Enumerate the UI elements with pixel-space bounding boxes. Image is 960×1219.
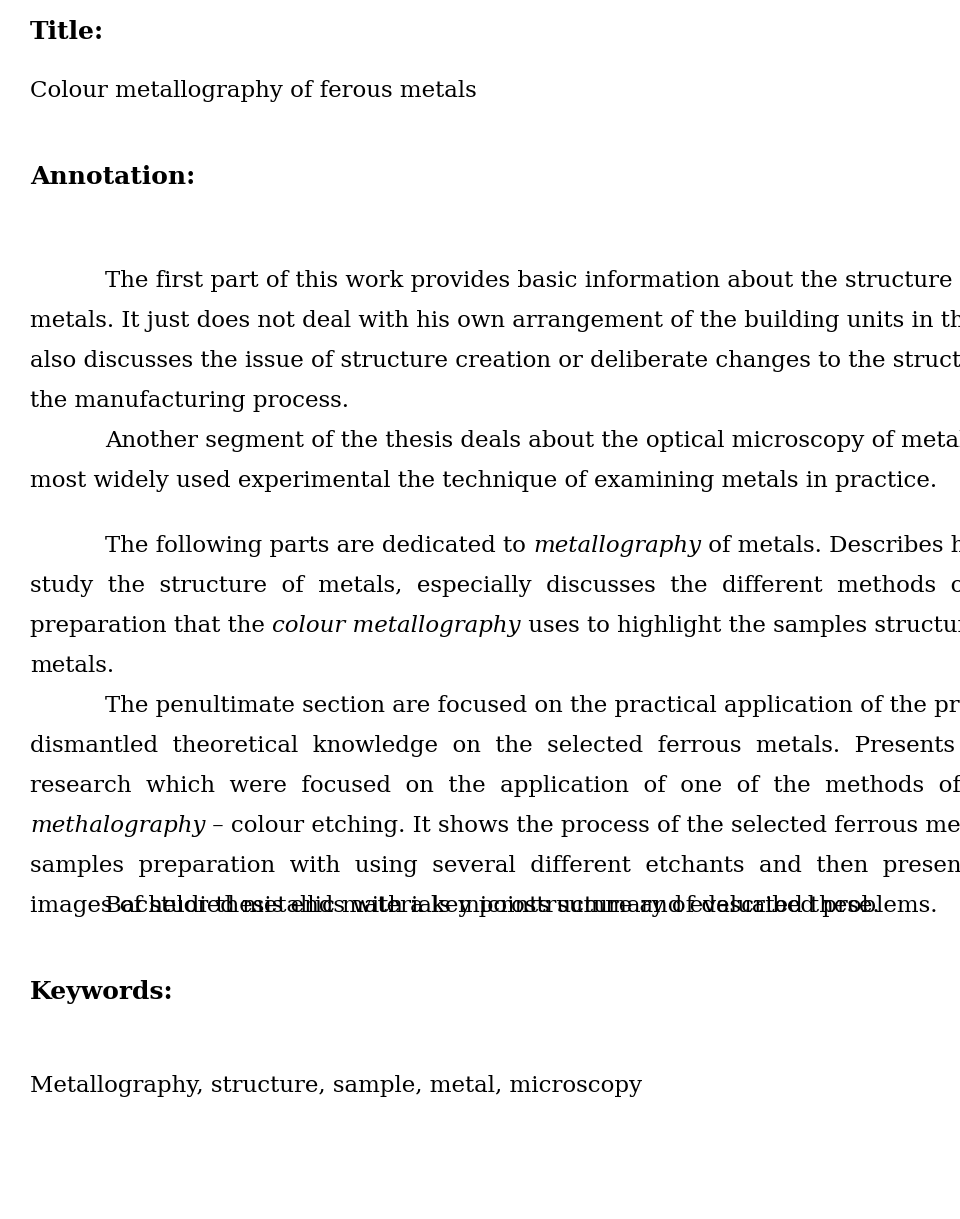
Text: metals. It just does not deal with his own arrangement of the building units in : metals. It just does not deal with his o…: [30, 310, 960, 332]
Text: images of studied metallic materials microstructure and evaluated these.: images of studied metallic materials mic…: [30, 895, 879, 917]
Text: most widely used experimental the technique of examining metals in practice.: most widely used experimental the techni…: [30, 471, 937, 492]
Text: The first part of this work provides basic information about the structure of fe: The first part of this work provides bas…: [105, 269, 960, 293]
Text: metallography: metallography: [533, 535, 701, 557]
Text: Colour metallography of ferous metals: Colour metallography of ferous metals: [30, 80, 477, 102]
Text: methalography: methalography: [30, 816, 205, 837]
Text: metals.: metals.: [30, 655, 114, 677]
Text: uses to highlight the samples structure of studied: uses to highlight the samples structure …: [520, 616, 960, 638]
Text: of metals. Describes how to: of metals. Describes how to: [701, 535, 960, 557]
Text: The penultimate section are focused on the practical application of the previous: The penultimate section are focused on t…: [105, 695, 960, 717]
Text: Metallography, structure, sample, metal, microscopy: Metallography, structure, sample, metal,…: [30, 1075, 642, 1097]
Text: – colour etching. It shows the process of the selected ferrous metals: – colour etching. It shows the process o…: [205, 816, 960, 837]
Text: preparation that the: preparation that the: [30, 616, 272, 638]
Text: dismantled  theoretical  knowledge  on  the  selected  ferrous  metals.  Present: dismantled theoretical knowledge on the …: [30, 735, 960, 757]
Text: colour metallography: colour metallography: [272, 616, 520, 638]
Text: Bachelor thesis ends with a key points summary of described problems.: Bachelor thesis ends with a key points s…: [105, 895, 938, 917]
Text: also discusses the issue of structure creation or deliberate changes to the stru: also discusses the issue of structure cr…: [30, 350, 960, 372]
Text: The following parts are dedicated to: The following parts are dedicated to: [105, 535, 533, 557]
Text: Keywords:: Keywords:: [30, 980, 174, 1004]
Text: Annotation:: Annotation:: [30, 165, 195, 189]
Text: samples  preparation  with  using  several  different  etchants  and  then  pres: samples preparation with using several d…: [30, 855, 960, 876]
Text: research  which  were  focused  on  the  application  of  one  of  the  methods : research which were focused on the appli…: [30, 775, 960, 797]
Text: Another segment of the thesis deals about the optical microscopy of metals, the: Another segment of the thesis deals abou…: [105, 430, 960, 452]
Text: Title:: Title:: [30, 20, 104, 44]
Text: the manufacturing process.: the manufacturing process.: [30, 390, 349, 412]
Text: study  the  structure  of  metals,  especially  discusses  the  different  metho: study the structure of metals, especiall…: [30, 575, 960, 597]
